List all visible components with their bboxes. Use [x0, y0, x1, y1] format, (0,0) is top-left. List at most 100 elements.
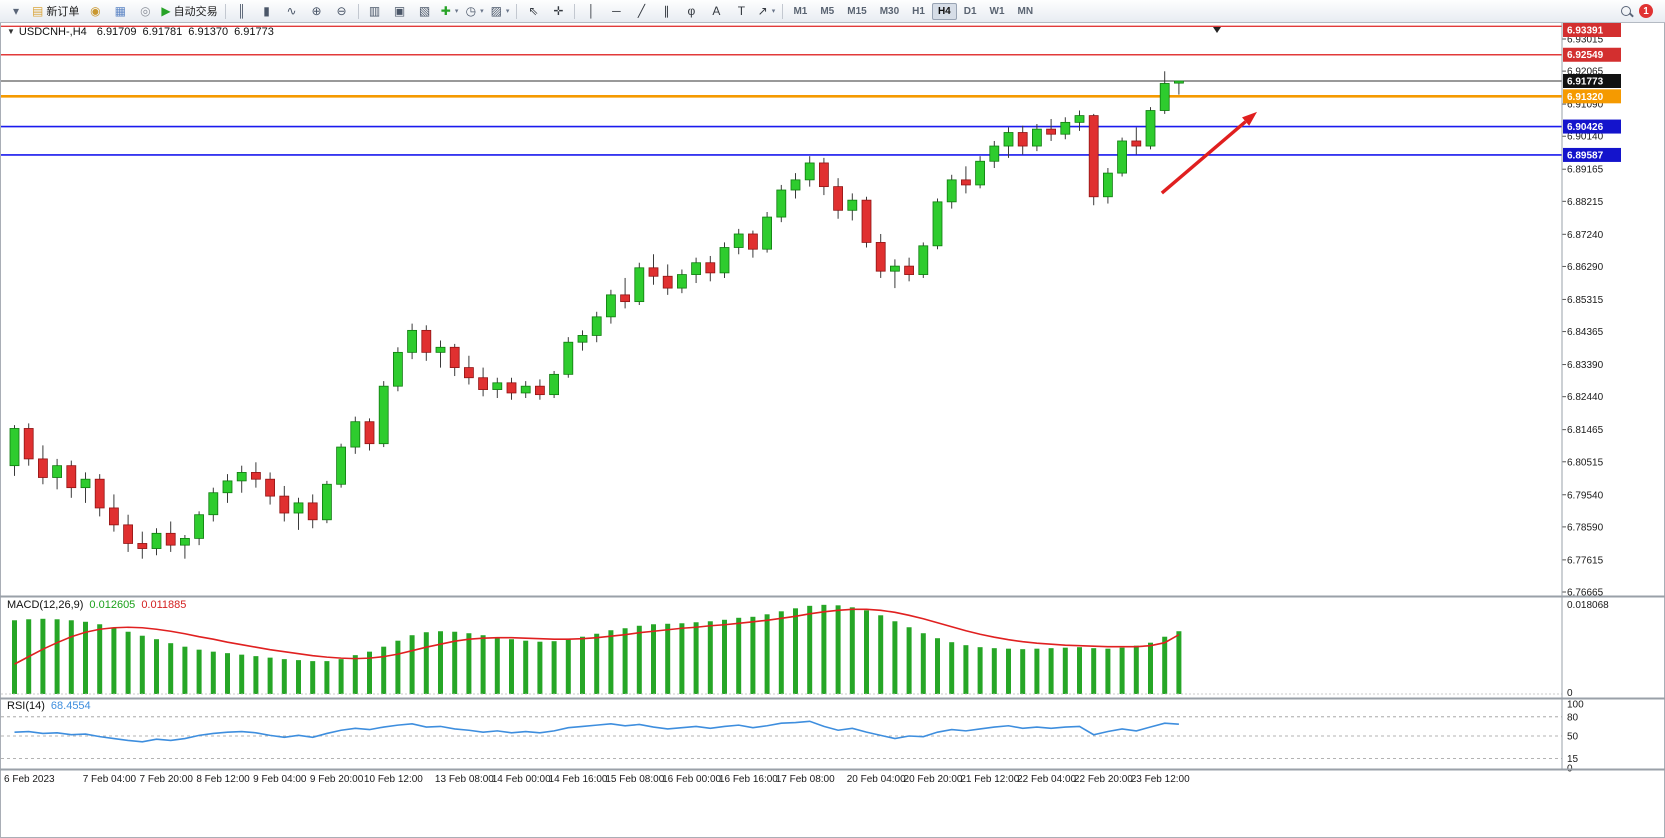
macd-bar — [1176, 631, 1182, 694]
candle — [492, 377, 503, 399]
zoom-in-button[interactable]: ⊕ — [305, 2, 329, 20]
macd-bar — [906, 627, 912, 694]
macd-bar — [239, 654, 245, 694]
rsi-title: RSI(14) — [7, 700, 45, 712]
price-badge-label: 6.89587 — [1567, 150, 1604, 161]
price-axis[interactable]: 6.93015 6.92065 6.91090 6.90140 6.89165 6.882… — [1562, 34, 1604, 599]
price-axis-label: 6.77615 — [1567, 555, 1604, 566]
candle — [52, 458, 62, 490]
candle — [94, 474, 105, 517]
arrow-annotation[interactable] — [1160, 111, 1257, 195]
macd-bar — [54, 619, 60, 694]
chart-title: ▼ USDCNH-,H4 6.91709 6.91781 6.91370 6.91773 — [7, 26, 280, 38]
candle-body — [762, 216, 772, 250]
text-button[interactable]: A — [704, 2, 728, 20]
trendline-button[interactable]: ╱ — [629, 2, 653, 20]
timeframe-m1[interactable]: M1 — [793, 5, 808, 17]
timeframe-d1[interactable]: D1 — [963, 5, 977, 17]
candle-body — [549, 373, 559, 396]
timeframe-h1[interactable]: H1 — [912, 5, 925, 17]
search-button[interactable] — [1614, 2, 1638, 20]
line-chart-button[interactable]: ∿ — [280, 2, 304, 20]
arrange-windows-button[interactable]: ▣ — [388, 2, 412, 20]
period-clock-button[interactable]: ◷ ▾ — [463, 2, 487, 20]
template-button[interactable]: ▨ ▾ — [488, 2, 513, 20]
add-indicator-glyph: ✚ — [440, 4, 451, 18]
macd-bar — [154, 639, 159, 694]
timeframe-w1[interactable]: W1 — [989, 5, 1005, 17]
candle-body — [1032, 128, 1042, 147]
candlestick-chart-button[interactable]: ▮ — [255, 2, 279, 20]
timeframe-m15[interactable]: M15 — [847, 5, 867, 17]
candle — [591, 311, 602, 343]
fibonacci-button[interactable]: φ — [679, 2, 703, 20]
tile-windows-glyph: ▥ — [368, 4, 381, 18]
price-axis-label: 6.83390 — [1567, 360, 1604, 371]
new-order-button-label: 新订单 — [46, 6, 80, 18]
arrows-button[interactable]: ↗ ▾ — [754, 2, 778, 20]
horizontal-line-button[interactable]: ─ — [604, 2, 628, 20]
bar-chart-button[interactable]: ║ — [230, 2, 254, 20]
collapse-chart-icon[interactable]: ▼ — [7, 27, 15, 36]
candle — [677, 269, 687, 294]
support-icon[interactable]: ◎ — [133, 2, 157, 20]
notification-badge[interactable]: 1 — [1639, 4, 1653, 18]
algo-trading-glyph: ▶ — [161, 4, 171, 18]
candle — [961, 166, 971, 194]
algo-trading-button[interactable]: ▶ 自动交易 — [158, 2, 220, 20]
candle-body — [606, 294, 616, 318]
timeframe-m5[interactable]: M5 — [820, 5, 835, 17]
new-order-button[interactable]: ▤ 新订单 — [29, 2, 82, 20]
candle-body — [790, 179, 801, 191]
macd-bar — [196, 649, 202, 694]
ohlc-high: 6.91781 — [142, 26, 183, 38]
timeframe-mn[interactable]: MN — [1017, 5, 1034, 17]
candle — [520, 381, 531, 399]
toolbar: ▾ ▤ 新订单 ◉ ▦ ◎ ▶ 自动交易 ║ ▮ ∿ ⊕ ⊖ ▥ ▣ ▧ ✚ ▾ ◷ ▾ ▨ ▾ ⇖ ✛ │ ─ ╱ ∥ φ A T ↗ ▾ M1… — [0, 0, 1665, 23]
candle — [165, 521, 176, 552]
zoom-out-button[interactable]: ⊖ — [330, 2, 354, 20]
channel-button[interactable]: ∥ — [654, 2, 678, 20]
price-axis-label: 6.85315 — [1567, 295, 1604, 306]
macd-bar — [707, 621, 713, 694]
price-axis-label: 6.87240 — [1567, 230, 1604, 241]
timeframe-m30[interactable]: M30 — [879, 5, 900, 17]
candle-body — [946, 179, 957, 203]
price-axis-label: 6.76665 — [1567, 588, 1604, 599]
macd-bar — [651, 624, 656, 694]
cascade-windows-button[interactable]: ▧ — [413, 2, 437, 20]
price-badge-label: 6.93391 — [1567, 26, 1604, 37]
toolbar-expand-icon[interactable]: ▾ — [4, 2, 28, 20]
timeframe-h4[interactable]: H4 — [931, 2, 957, 20]
crosshair-button[interactable]: ✛ — [546, 2, 570, 20]
candle — [336, 443, 347, 488]
tile-windows-button[interactable]: ▥ — [363, 2, 387, 20]
time-axis-label: 15 Feb 08:00 — [605, 774, 664, 785]
horizontal-line-glyph: ─ — [612, 4, 621, 18]
candle-body — [1074, 115, 1085, 123]
candle — [137, 531, 148, 559]
macd-bar — [878, 615, 884, 694]
crosshair-glyph: ✛ — [553, 4, 564, 18]
candle — [975, 156, 985, 189]
chart-window-icon[interactable]: ▦ — [108, 2, 132, 20]
vertical-line-button[interactable]: │ — [579, 2, 603, 20]
candle — [9, 425, 20, 476]
price-axis-label: 6.86290 — [1567, 262, 1604, 273]
cursor-button[interactable]: ⇖ — [521, 2, 545, 20]
time-axis-label: 10 Feb 12:00 — [364, 774, 423, 785]
label-button[interactable]: T — [729, 2, 753, 20]
macd-bar — [1119, 647, 1125, 694]
macd-bar — [949, 642, 955, 694]
candle-body — [66, 465, 77, 489]
candle-body — [208, 492, 219, 516]
add-indicator-button[interactable]: ✚ ▾ — [438, 2, 462, 20]
candle — [279, 485, 290, 522]
candle — [776, 184, 787, 223]
macd-bar — [168, 643, 174, 694]
market-watch-icon[interactable]: ◉ — [83, 2, 107, 20]
price-axis-label: 6.90140 — [1567, 132, 1604, 143]
candle-body — [577, 335, 588, 343]
time-axis[interactable]: 6 Feb 2023 7 Feb 04:00 7 Feb 20:00 8 Feb 12… — [4, 774, 1190, 785]
